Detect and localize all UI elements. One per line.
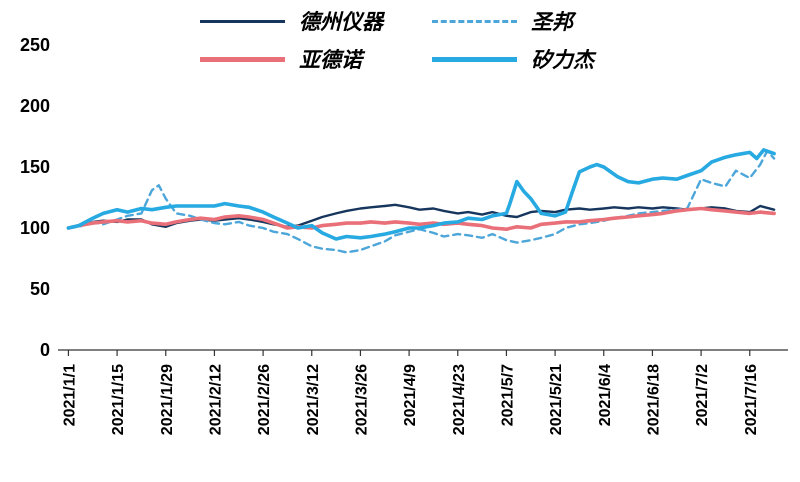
legend-label-sgmicro: 圣邦	[531, 10, 573, 34]
x-tick-label: 2021/6/18	[645, 364, 662, 435]
legend-swatch-analog-devices	[200, 56, 285, 62]
x-tick-label: 2021/7/16	[743, 364, 760, 435]
y-tick-label: 0	[40, 340, 50, 360]
x-tick-label: 2021/4/9	[402, 364, 419, 426]
legend-item-sgmicro: 圣邦	[432, 8, 664, 34]
x-tick-label: 2021/5/7	[499, 364, 516, 426]
x-tick-label: 2021/4/23	[451, 364, 468, 435]
y-tick-label: 250	[20, 35, 50, 55]
legend-item-analog-devices: 亚德诺	[200, 46, 432, 72]
x-tick-label: 2021/2/12	[207, 364, 224, 435]
legend-item-texas-instruments: 德州仪器	[200, 8, 432, 34]
legend-label-analog-devices: 亚德诺	[299, 48, 362, 72]
legend-label-texas-instruments: 德州仪器	[299, 10, 383, 34]
x-tick-label: 2021/2/26	[256, 364, 273, 435]
legend-label-silergy: 矽力杰	[531, 48, 594, 72]
x-tick-label: 2021/1/1	[61, 364, 78, 426]
y-tick-label: 100	[20, 218, 50, 238]
series-line-圣邦	[67, 149, 776, 254]
legend-swatch-texas-instruments	[200, 19, 285, 23]
y-tick-label: 150	[20, 157, 50, 177]
y-tick-label: 200	[20, 96, 50, 116]
x-tick-label: 2021/3/12	[305, 364, 322, 435]
legend-swatch-silergy	[432, 56, 517, 62]
x-tick-label: 2021/7/2	[694, 364, 711, 426]
x-tick-label: 2021/3/26	[353, 364, 370, 435]
x-tick-label: 2021/1/15	[110, 364, 127, 435]
legend-swatch-sgmicro	[432, 19, 517, 23]
series-line-亚德诺	[66, 206, 776, 231]
series-line-矽力杰	[66, 148, 776, 241]
x-tick-label: 2021/1/29	[159, 364, 176, 435]
chart-legend: 德州仪器 圣邦 亚德诺 矽力杰	[200, 8, 670, 72]
y-tick-label: 50	[30, 279, 50, 299]
legend-item-silergy: 矽力杰	[432, 46, 664, 72]
x-tick-label: 2021/6/4	[597, 364, 614, 426]
x-tick-label: 2021/5/21	[548, 364, 565, 435]
